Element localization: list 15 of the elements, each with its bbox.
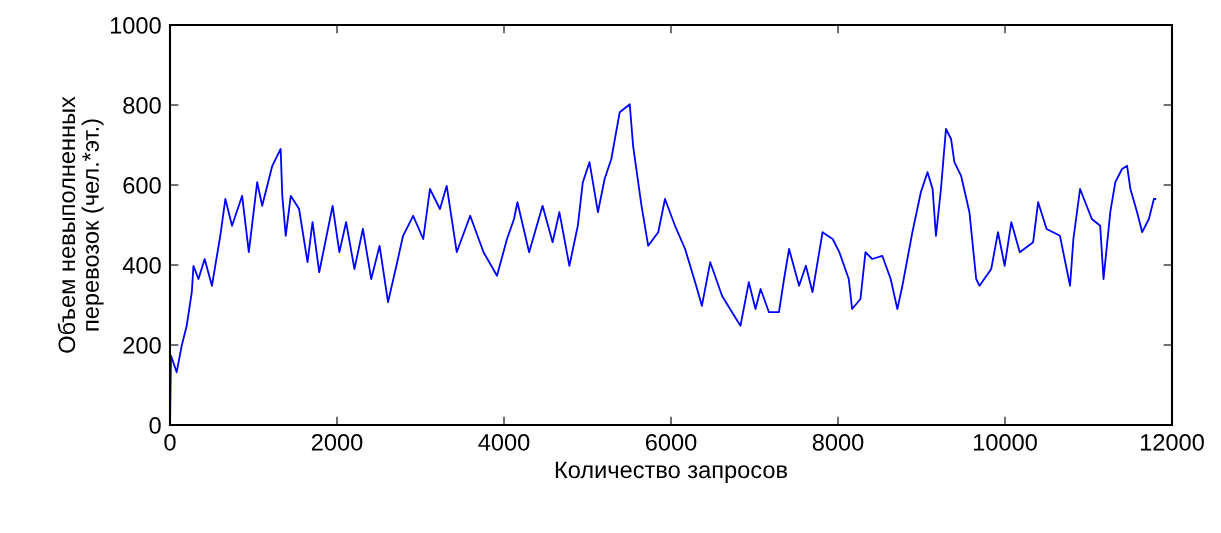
y-tick-label: 600	[123, 177, 161, 194]
y-tick-label: 200	[123, 337, 161, 354]
y-tick-label: 400	[122, 257, 161, 274]
y-tick-label: 1000	[110, 17, 161, 34]
x-tick-label: 6000	[645, 433, 697, 451]
y-axis-title: Объем невыполненных перевозок (чел.*эт.)	[57, 96, 104, 353]
y-tick-label: 800	[123, 97, 161, 114]
x-tick-label: 4000	[478, 433, 530, 451]
x-tick-label: 2000	[311, 433, 363, 451]
x-tick-label: 12000	[1140, 433, 1204, 451]
x-tick-label: 0	[164, 433, 176, 451]
x-tick-label: 8000	[812, 433, 864, 451]
x-tick-label: 10000	[973, 433, 1037, 451]
y-tick-label: 0	[149, 417, 161, 434]
x-axis-title: Количество запросов	[555, 461, 788, 483]
